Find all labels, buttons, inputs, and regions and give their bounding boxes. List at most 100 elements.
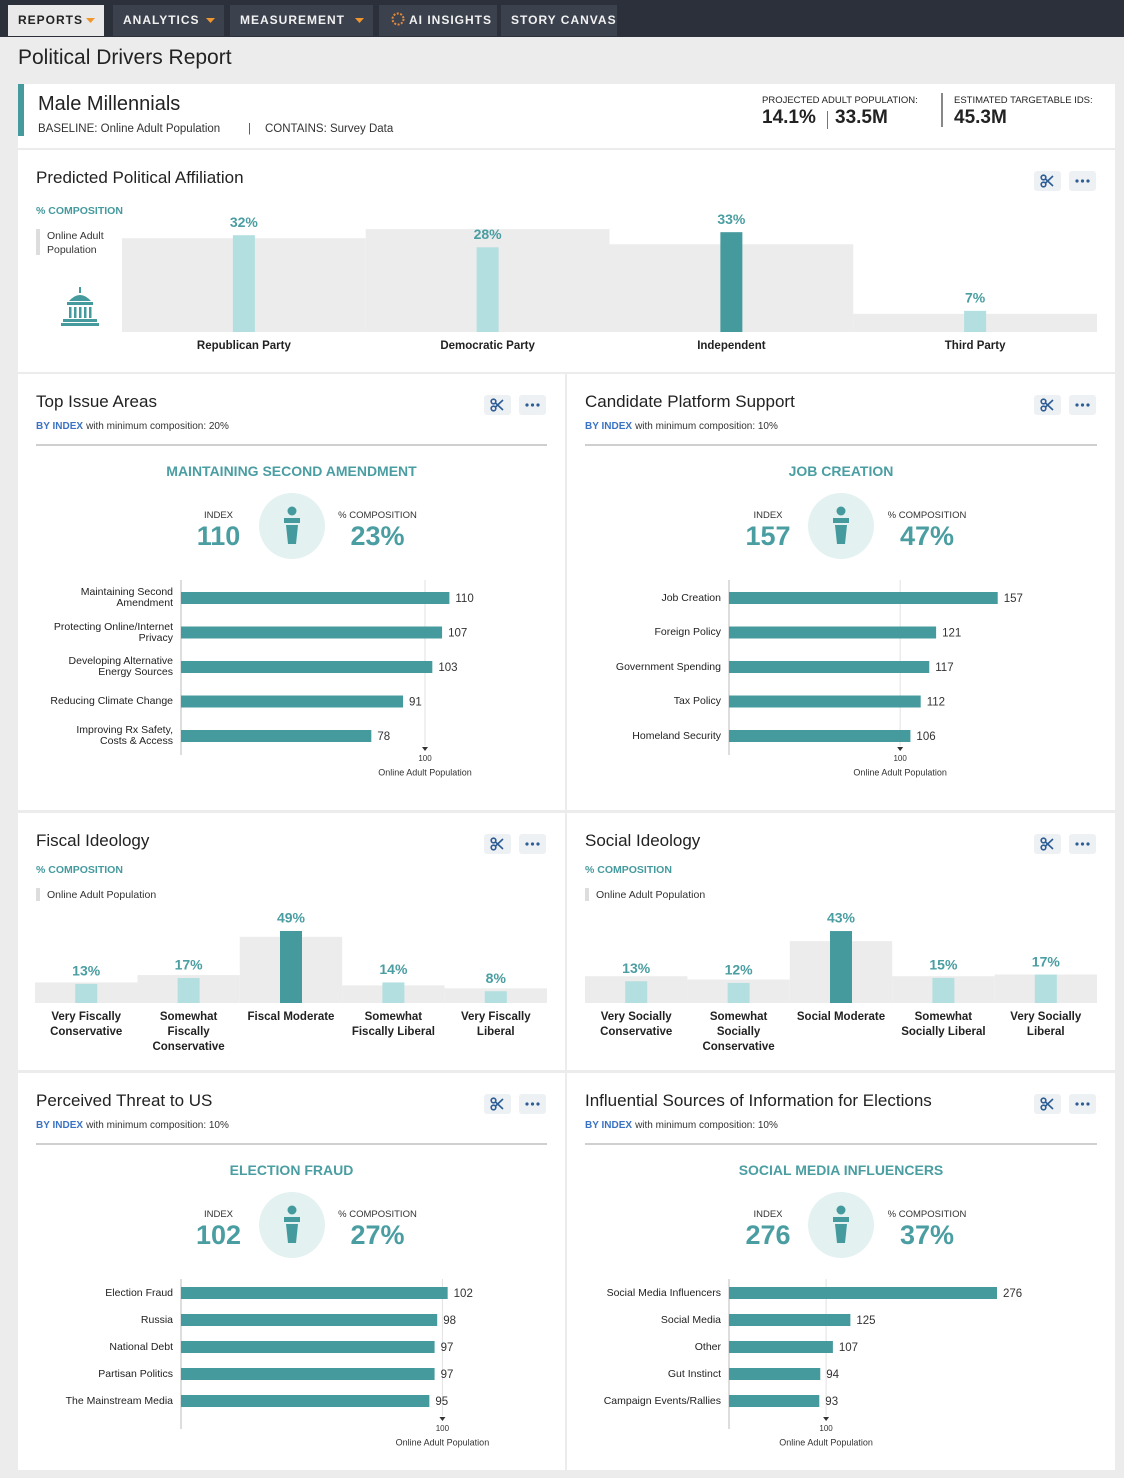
more-button[interactable]: [519, 1094, 546, 1114]
icon-head: [836, 1205, 846, 1215]
cut-button[interactable]: [484, 1094, 511, 1114]
bar: [232, 235, 255, 332]
composition-label: % COMPOSITION: [338, 1209, 417, 1220]
index-label: INDEX: [753, 1209, 783, 1220]
cut-button[interactable]: [484, 395, 511, 415]
index-label: INDEX: [203, 1209, 234, 1220]
value-label: 107: [448, 628, 467, 640]
cut-ring: [1040, 844, 1047, 851]
category-label: Democratic Party: [440, 340, 535, 352]
nav-label: AI INSIGHTS: [409, 13, 493, 27]
category-label: Independent: [697, 340, 766, 352]
panel-title: Perceived Threat to US: [36, 1091, 213, 1110]
value-label: 91: [409, 697, 422, 709]
nav-item[interactable]: REPORTS: [8, 5, 104, 36]
capitol-column: [84, 307, 87, 318]
nav-item[interactable]: AI INSIGHTS: [379, 5, 497, 36]
cut-icon: [490, 398, 504, 412]
cut-button[interactable]: [1034, 1094, 1061, 1114]
cut-blades: [1044, 399, 1054, 411]
bar: [181, 1287, 448, 1299]
bar: [181, 1341, 435, 1353]
cut-button[interactable]: [1034, 171, 1061, 191]
cut-blades: [494, 1098, 504, 1110]
more-dot: [1086, 1102, 1090, 1106]
icon-head: [287, 506, 296, 516]
panel: Perceived Threat to US BY INDEX with minim…: [18, 1073, 565, 1470]
category-label: Very Fiscally Conservative: [50, 1011, 123, 1038]
panel: Predicted Political Affiliation % COMPOSI…: [18, 150, 1115, 372]
index-label: INDEX: [203, 510, 234, 521]
icon-body: [283, 518, 300, 523]
value-label: 125: [856, 1315, 875, 1327]
value-label: 8%: [486, 970, 507, 986]
bar: [177, 978, 200, 1003]
capitol-column: [74, 307, 77, 318]
cut-button[interactable]: [1034, 395, 1061, 415]
bar: [720, 232, 743, 332]
dropdown-arrow: [86, 18, 95, 23]
highlight-name: ELECTION FRAUD: [229, 1162, 354, 1178]
more-button[interactable]: [1069, 1094, 1096, 1114]
more-button[interactable]: [1069, 834, 1096, 854]
cut-blades: [494, 399, 504, 411]
bar: [484, 991, 507, 1003]
reference-label: Online Adult Population: [396, 1437, 490, 1447]
bar: [830, 931, 852, 1003]
composition-value: 37%: [899, 1220, 955, 1250]
bar: [75, 983, 98, 1003]
nav-item[interactable]: MEASUREMENT: [230, 5, 373, 36]
more-button[interactable]: [1069, 395, 1096, 415]
nav-item[interactable]: ANALYTICS: [113, 5, 224, 36]
category-label: Social Moderate: [796, 1011, 886, 1023]
more-button[interactable]: [519, 834, 546, 854]
value-label: 93: [825, 1396, 838, 1408]
value-label: 17%: [1032, 953, 1061, 969]
category-label: Fiscal Moderate: [247, 1011, 335, 1023]
legend-swatch: [36, 888, 40, 901]
more-dot: [525, 1102, 529, 1106]
nav-label: ANALYTICS: [123, 13, 200, 27]
reference-value: 100: [436, 1424, 450, 1433]
composition-label: % COMPOSITION: [887, 1209, 967, 1220]
bar: [1034, 974, 1057, 1003]
icon-head: [836, 506, 846, 516]
axis-label: % COMPOSITION: [36, 864, 123, 876]
more-button[interactable]: [519, 395, 546, 415]
ai-icon: [391, 12, 405, 26]
subtitle: BY INDEX with minimum composition: 10%: [585, 1120, 778, 1131]
more-button[interactable]: [1069, 171, 1096, 191]
dropdown-arrow: [355, 18, 364, 23]
more-dot: [530, 403, 535, 407]
more-dot: [1075, 842, 1079, 846]
value-label: 95: [435, 1396, 448, 1408]
panel: Candidate Platform Support BY INDEX with m…: [567, 374, 1115, 810]
header-divider: [941, 93, 943, 127]
highlight-icon: [808, 493, 874, 559]
cut-button[interactable]: [1034, 834, 1061, 854]
nav-item[interactable]: STORY CANVAS: [501, 5, 617, 36]
value-label: 107: [839, 1342, 858, 1354]
cut-ring: [490, 405, 497, 412]
bar: [729, 626, 937, 639]
reference-label: Online Adult Population: [853, 767, 947, 777]
cut-ring: [490, 837, 497, 844]
subtitle-key: BY INDEX: [585, 421, 633, 432]
bar: [932, 977, 955, 1003]
more-icon: [525, 403, 540, 407]
cut-blades: [1044, 175, 1054, 187]
index-value: 110: [196, 521, 241, 551]
capitol-dome: [69, 295, 91, 301]
cut-ring: [1040, 174, 1047, 181]
capitol-icon: [61, 287, 99, 326]
chart-plot: 110 107 103 91 78 100 Online Adult Population: [180, 580, 474, 777]
composition-label: % COMPOSITION: [338, 510, 417, 521]
arrow-shape: [206, 18, 215, 23]
axis-label: % COMPOSITION: [36, 205, 123, 217]
more-icon: [1075, 1102, 1090, 1106]
cut-button[interactable]: [484, 834, 511, 854]
bar: [181, 695, 404, 708]
cut-icon: [1040, 174, 1054, 188]
bar: [729, 695, 921, 708]
